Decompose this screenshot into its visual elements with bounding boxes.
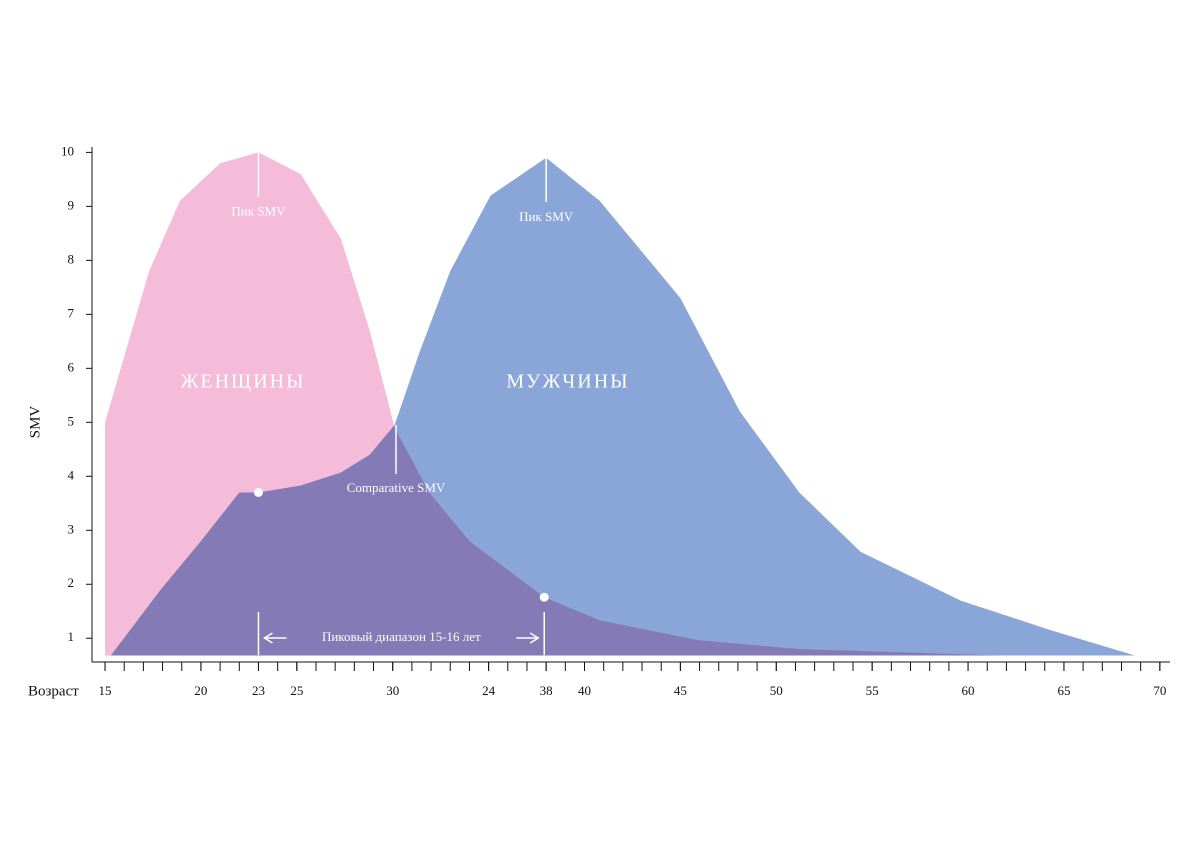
annotation: Пик SMV	[231, 203, 286, 218]
x-tick-label: 50	[770, 683, 783, 698]
x-tick-label: 70	[1153, 683, 1166, 698]
y-tick-label: 8	[68, 251, 75, 266]
marker	[539, 592, 549, 602]
x-tick-label: 40	[578, 683, 591, 698]
y-tick-label: 9	[68, 197, 75, 212]
x-tick-label: 20	[194, 683, 207, 698]
y-tick-label: 2	[68, 575, 75, 590]
y-tick-label: 7	[68, 305, 75, 320]
x-tick-label: 38	[540, 683, 553, 698]
y-tick-label: 10	[61, 143, 74, 158]
x-axis-label: Возраст	[28, 683, 79, 699]
arrow	[263, 632, 287, 644]
x-tick-label: 55	[866, 683, 879, 698]
x-tick-label: 23	[252, 683, 265, 698]
x-tick-label: 45	[674, 683, 687, 698]
y-axis-label: SMV	[27, 406, 43, 439]
y-tick-label: 6	[68, 359, 75, 374]
y-tick-label: 3	[68, 521, 75, 536]
x-tick-label: 25	[290, 683, 303, 698]
x-tick-label: 60	[962, 683, 975, 698]
y-tick-label: 4	[68, 467, 75, 482]
arrow	[516, 632, 540, 644]
annotation: Comparative SMV	[347, 480, 446, 495]
annotation: Пиковый диапазон 15-16 лет	[322, 629, 481, 644]
x-tick-label: 65	[1057, 683, 1070, 698]
series-label: ЖЕНЩИНЫ	[180, 371, 305, 393]
x-tick-label: 24	[482, 683, 496, 698]
area	[110, 157, 1135, 656]
annotation: Пик SMV	[519, 209, 574, 224]
x-tick-label: 15	[99, 683, 112, 698]
y-tick-label: 5	[68, 413, 75, 428]
series-label: МУЖЧИНЫ	[506, 371, 629, 393]
x-tick-label: 30	[386, 683, 399, 698]
y-tick-label: 1	[68, 629, 75, 644]
marker	[253, 487, 263, 497]
